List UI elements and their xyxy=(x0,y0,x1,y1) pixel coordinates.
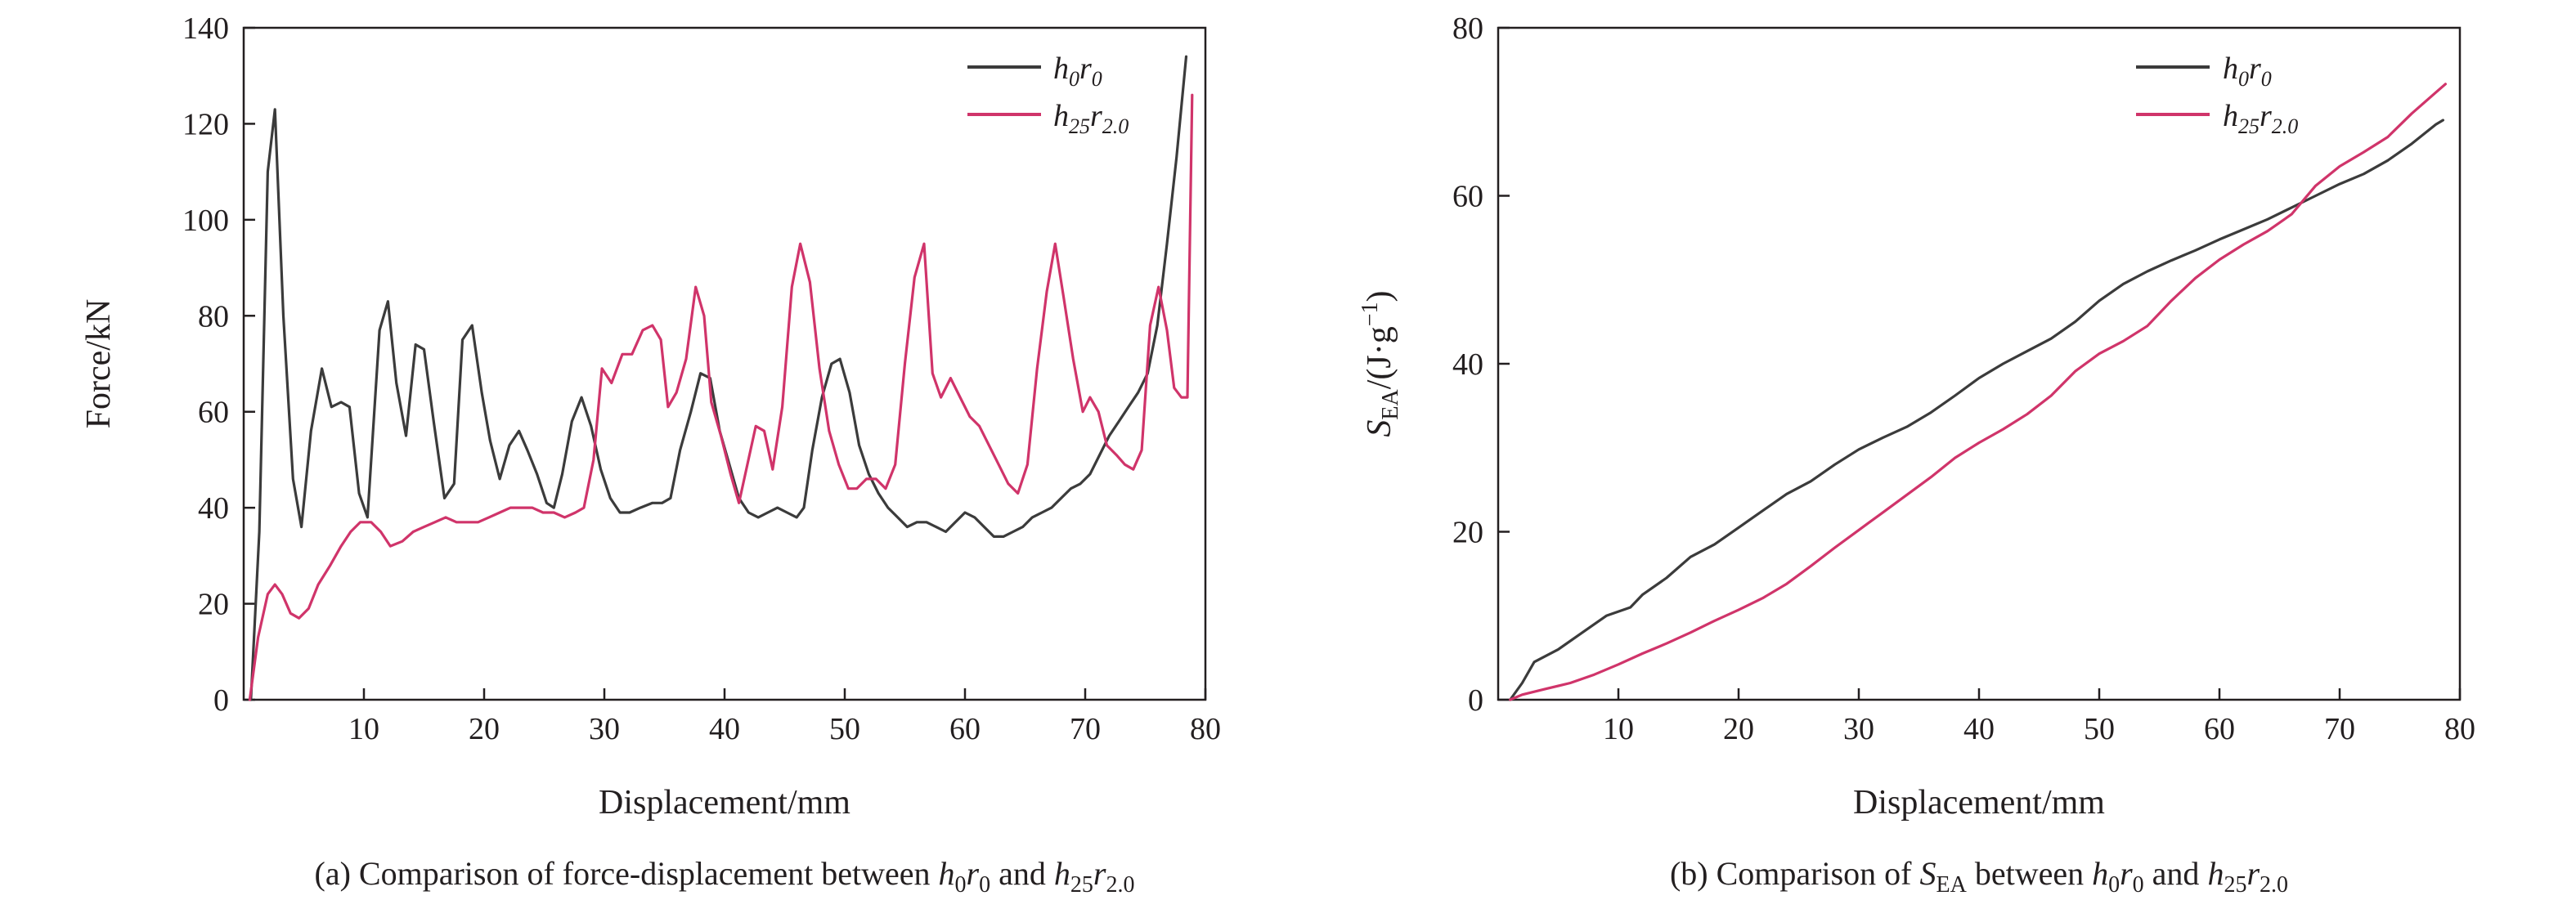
legend: h0r0 h25r2.0 xyxy=(967,51,1129,138)
y-axis-title: Force/kN xyxy=(80,299,118,429)
x-tick-label: 30 xyxy=(1843,712,1874,746)
x-tick-label: 70 xyxy=(2324,712,2355,746)
y-tick-label: 20 xyxy=(1452,516,1483,550)
caption-a: (a) Comparison of force-displacement bet… xyxy=(315,855,1135,898)
x-tick-label: 60 xyxy=(949,712,981,746)
x-tick-label: 40 xyxy=(709,712,740,746)
chart-sea: 10 20 30 40 50 60 70 80 0 20 40 60 80 SEA/(J·g−1) D… xyxy=(1358,11,2475,898)
y-ticks: 0 20 40 60 80 xyxy=(1452,11,1510,718)
x-axis-title: Displacement/mm xyxy=(1853,784,2105,822)
y-tick-label: 0 xyxy=(213,683,229,718)
y-tick-label: 20 xyxy=(198,588,229,622)
legend: h0r0 h25r2.0 xyxy=(2136,51,2298,138)
x-tick-label: 50 xyxy=(2084,712,2115,746)
series-group xyxy=(1509,83,2447,701)
x-tick-label: 60 xyxy=(2204,712,2235,746)
y-tick-label: 40 xyxy=(1452,347,1483,382)
y-tick-label: 60 xyxy=(198,396,229,430)
plot-frame xyxy=(1497,26,2462,701)
x-tick-label: 70 xyxy=(1070,712,1101,746)
y-tick-label: 80 xyxy=(1452,11,1483,46)
x-ticks: 10 20 30 40 50 60 70 80 xyxy=(1603,688,2475,746)
y-tick-label: 40 xyxy=(198,491,229,526)
x-tick-label: 80 xyxy=(1190,712,1221,746)
y-tick-label: 80 xyxy=(198,299,229,334)
series-line-h0r0 xyxy=(249,55,1188,701)
y-tick-label: 0 xyxy=(1468,683,1483,718)
y-ticks: 0 20 40 60 80 100 120 140 xyxy=(182,11,255,718)
legend-label-h0r0: h0r0 xyxy=(1053,51,1102,91)
legend-label-h25r2: h25r2.0 xyxy=(2223,99,2298,138)
y-tick-label: 120 xyxy=(182,107,229,141)
x-tick-label: 50 xyxy=(829,712,860,746)
x-tick-label: 20 xyxy=(1723,712,1754,746)
chart-force-displacement: 10 20 30 40 50 60 70 80 0 20 40 60 80 100 120 140 Forc… xyxy=(80,11,1221,898)
x-tick-label: 10 xyxy=(348,712,379,746)
legend-label-h25r2: h25r2.0 xyxy=(1053,99,1129,138)
legend-label-h0r0: h0r0 xyxy=(2223,51,2272,91)
x-tick-label: 10 xyxy=(1603,712,1634,746)
x-tick-label: 30 xyxy=(589,712,620,746)
x-tick-label: 40 xyxy=(1963,712,1995,746)
caption-b: (b) Comparison of SEA between h0r0 and h… xyxy=(1670,855,2288,898)
x-axis-title: Displacement/mm xyxy=(599,784,850,822)
series-line-h0r0 xyxy=(1509,119,2444,701)
y-tick-label: 60 xyxy=(1452,180,1483,214)
y-axis-title: SEA/(J·g−1) xyxy=(1358,290,1403,437)
series-group xyxy=(248,55,1194,701)
y-tick-label: 100 xyxy=(182,204,229,238)
y-tick-label: 140 xyxy=(182,11,229,46)
x-tick-label: 20 xyxy=(469,712,500,746)
x-tick-label: 80 xyxy=(2444,712,2475,746)
x-ticks: 10 20 30 40 50 60 70 80 xyxy=(348,688,1221,746)
series-line-h25r20 xyxy=(1509,83,2447,701)
series-line-h25r20 xyxy=(248,93,1194,701)
